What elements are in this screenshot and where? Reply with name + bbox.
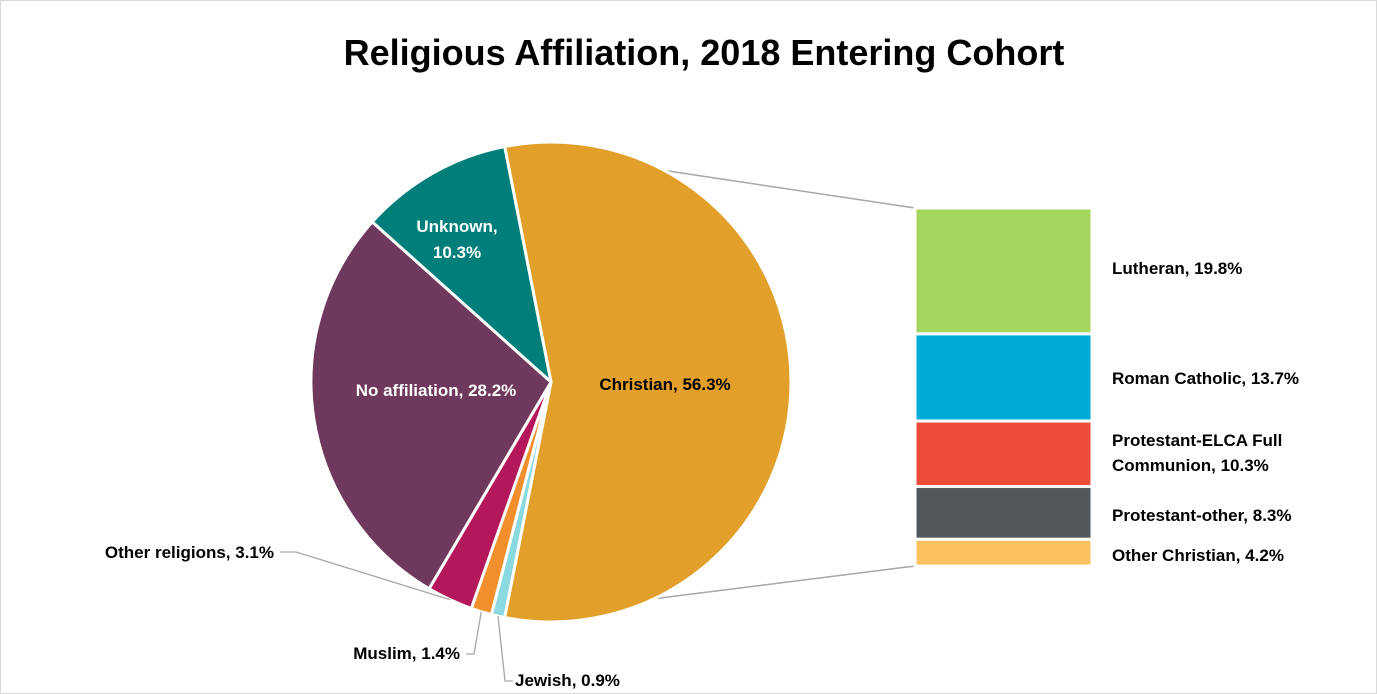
- bar-label-protestant-elca-full-communion: Protestant-ELCA Full Communion, 10.3%: [1112, 431, 1282, 475]
- leader-line-other-religions: [280, 551, 450, 601]
- data-label-muslim: Muslim, 1.4%: [353, 644, 460, 663]
- pie-slice-no-affiliation: [309, 220, 553, 591]
- data-label-unknown: Unknown, 10.3%: [416, 217, 497, 262]
- bar-label-other-christian: Other Christian, 4.2%: [1112, 546, 1284, 565]
- bar-segment-protestant-elca-full-communion: [913, 419, 1094, 489]
- bar-label-other-christian-line: Other Christian, 4.2%: [1112, 546, 1284, 565]
- stacked-bar: [913, 206, 1094, 568]
- bar-label-roman-catholic: Roman Catholic, 13.7%: [1112, 369, 1299, 388]
- leader-line-jewish: [497, 616, 513, 682]
- bar-segment-protestant-other: [913, 485, 1094, 541]
- bar-label-protestant-other: Protestant-other, 8.3%: [1112, 506, 1292, 525]
- bar-label-roman-catholic-line: Roman Catholic, 13.7%: [1112, 369, 1299, 388]
- bar-segment-other-christian: [913, 537, 1094, 568]
- data-labels: Christian, 56.3% No affiliation, 28.2% Unk…: [105, 217, 1299, 690]
- bar-label-protestant-elca-full-communion-line: Communion, 10.3%: [1112, 456, 1269, 475]
- bar-label-lutheran-line: Lutheran, 19.8%: [1112, 259, 1242, 278]
- bar-label-protestant-other-line: Protestant-other, 8.3%: [1112, 506, 1292, 525]
- data-label-christian: Christian, 56.3%: [599, 375, 730, 394]
- bar-label-lutheran: Lutheran, 19.8%: [1112, 259, 1242, 278]
- bar-segment-lutheran: [913, 206, 1094, 336]
- pie-slice-unknown: [370, 145, 553, 384]
- bar-segment-roman-catholic: [913, 332, 1094, 423]
- data-label-jewish: Jewish, 0.9%: [515, 671, 620, 690]
- data-label-no-affiliation: No affiliation, 28.2%: [356, 381, 517, 400]
- data-label-other-religions: Other religions, 3.1%: [105, 543, 274, 562]
- pie-slice-christian: [503, 140, 793, 624]
- leader-line-muslim: [466, 611, 482, 655]
- bar-label-protestant-elca-full-communion-line: Protestant-ELCA Full: [1112, 431, 1282, 450]
- pie: [309, 140, 793, 624]
- data-label-unknown-line: Unknown,: [416, 217, 497, 236]
- data-label-unknown-line: 10.3%: [433, 243, 481, 262]
- chart-title: Religious Affiliation, 2018 Entering Coh…: [344, 32, 1065, 73]
